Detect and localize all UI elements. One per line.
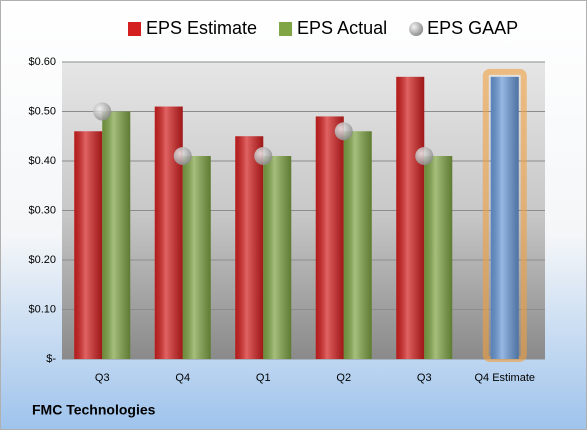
legend-marker — [409, 22, 424, 36]
bar-shade — [102, 111, 131, 359]
x-tick-label: Q2 — [336, 372, 351, 384]
x-tick-label: Q4 Estimate — [474, 372, 535, 384]
bar-shade — [315, 116, 344, 359]
x-tick-label: Q4 — [175, 372, 190, 384]
y-tick-label: $0.40 — [28, 155, 56, 167]
legend-label: EPS Actual — [297, 18, 387, 38]
bar — [102, 111, 131, 359]
bar-shade — [182, 156, 211, 359]
bar-shade — [235, 136, 264, 359]
gaap-marker — [334, 122, 353, 141]
bar — [315, 116, 344, 359]
bar — [74, 131, 103, 359]
y-tick-label: $0.30 — [28, 204, 56, 216]
bar — [343, 131, 372, 359]
gaap-marker — [415, 147, 434, 166]
bar — [490, 76, 519, 359]
chart-title: FMC Technologies — [32, 402, 156, 418]
bar — [263, 156, 292, 359]
gaap-marker — [173, 147, 192, 166]
bar-shade — [396, 76, 425, 359]
x-tick-label: Q3 — [95, 372, 110, 384]
legend-marker — [279, 22, 293, 36]
bar — [424, 156, 453, 359]
y-tick-label: $- — [46, 353, 56, 365]
legend-label: EPS GAAP — [427, 18, 518, 38]
x-tick-label: Q1 — [256, 372, 271, 384]
bar-shade — [490, 76, 519, 359]
bar — [154, 106, 183, 359]
bar-shade — [154, 106, 183, 359]
y-tick-label: $0.50 — [28, 105, 56, 117]
bar — [235, 136, 264, 359]
bar-shade — [74, 131, 103, 359]
bar — [182, 156, 211, 359]
y-tick-label: $0.60 — [28, 56, 56, 68]
y-tick-label: $0.20 — [28, 254, 56, 266]
bar-shade — [424, 156, 453, 359]
bar-shade — [263, 156, 292, 359]
bar-shade — [343, 131, 372, 359]
y-tick-label: $0.10 — [28, 303, 56, 315]
gaap-marker — [254, 147, 273, 166]
x-tick-label: Q3 — [417, 372, 432, 384]
gaap-marker — [93, 102, 112, 121]
legend-label: EPS Estimate — [146, 18, 257, 38]
bar — [396, 76, 425, 359]
legend-marker — [128, 22, 141, 36]
